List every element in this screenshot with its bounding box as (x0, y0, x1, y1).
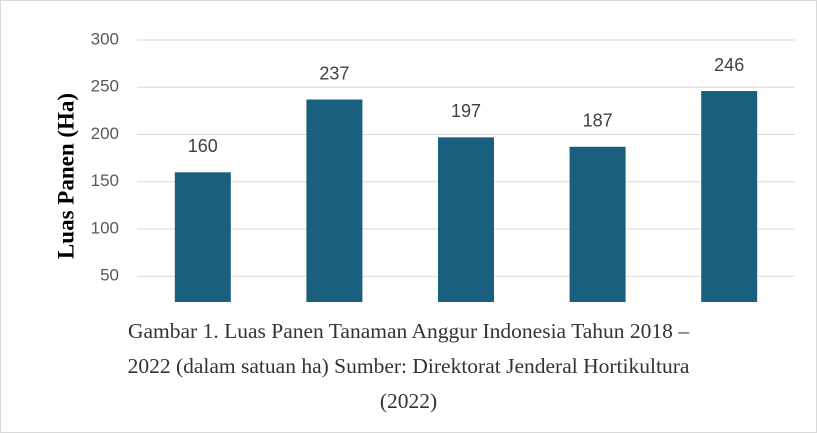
value-label: 187 (583, 111, 613, 131)
bar (174, 172, 231, 324)
y-tick-label: 250 (91, 77, 119, 96)
caption-line: Gambar 1. Luas Panen Tanaman Anggur Indo… (127, 319, 690, 343)
bar (306, 99, 363, 324)
y-tick-label: 150 (91, 171, 119, 190)
y-tick-label: 300 (91, 29, 119, 48)
bar (569, 146, 626, 324)
value-label: 246 (714, 55, 744, 75)
y-tick-label: 200 (91, 124, 119, 143)
caption: Gambar 1. Luas Panen Tanaman Anggur Indo… (1, 302, 816, 432)
value-label: 160 (188, 136, 218, 156)
caption-line: 2022 (dalam satuan ha) Sumber: Direktora… (127, 354, 690, 378)
y-axis-label: Luas Panen (Ha) (53, 93, 78, 259)
y-tick-label: 100 (91, 218, 119, 237)
value-label: 237 (319, 63, 349, 83)
value-label: 197 (451, 101, 481, 121)
bar (438, 137, 494, 324)
y-tick-label: 50 (100, 266, 119, 285)
bar (701, 91, 758, 324)
caption-line: (2022) (379, 389, 438, 413)
